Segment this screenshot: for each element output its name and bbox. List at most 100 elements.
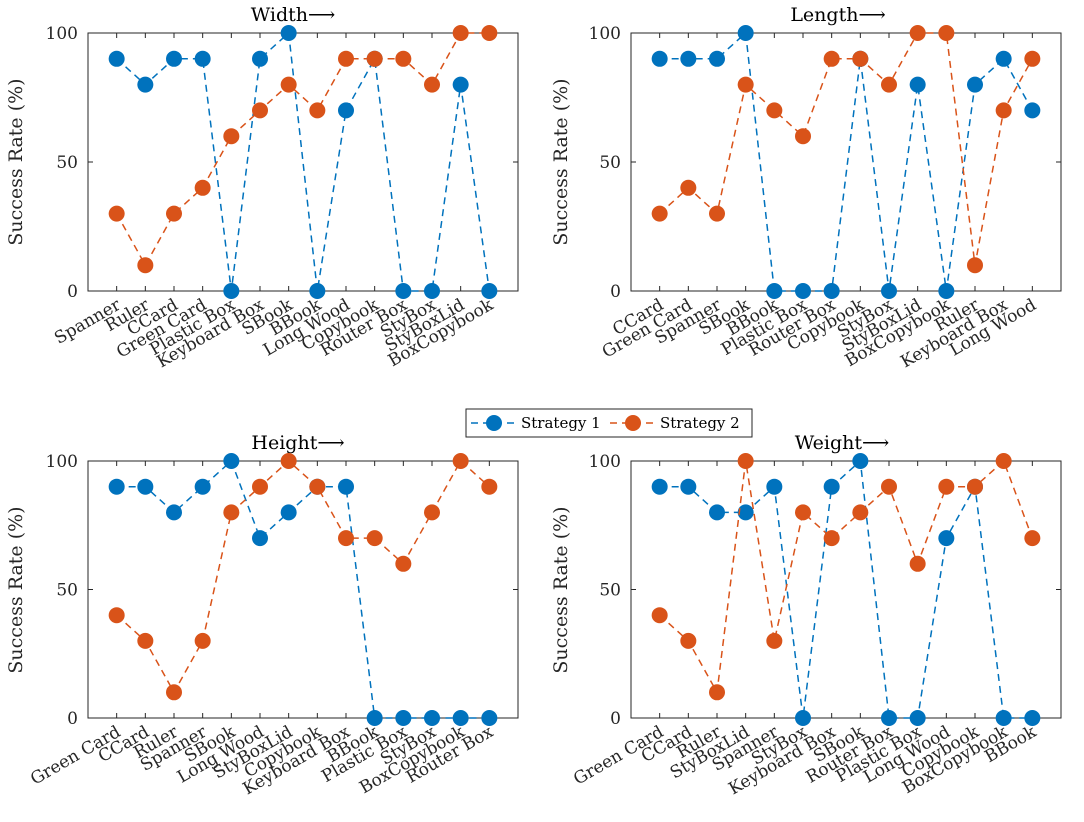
legend-entry-strategy-2[interactable]: Strategy 2 [610,414,740,432]
plot-area-height [87,460,519,719]
data-point-strategy-1-weight-bbook [1024,710,1041,726]
data-point-strategy-2-width-green-card [194,179,211,196]
data-point-strategy-2-height-sbook [223,504,240,521]
y-tick-label-length-100: 100 [589,24,621,44]
data-point-strategy-1-width-keyboard-box [252,50,268,67]
y-tick-label-length-0: 0 [610,282,621,302]
data-point-strategy-2-length-plastic-box [795,128,811,145]
data-point-strategy-2-weight-green-card [651,607,668,624]
data-point-strategy-1-length-boxcopybook [938,283,955,299]
series-strategy-2-weight [651,453,1041,701]
data-point-strategy-2-height-styboxlid [280,453,297,469]
data-point-strategy-1-length-sbook [737,25,754,41]
chart-title-height: Height⟶ [251,432,344,454]
data-point-strategy-1-height-ccard [137,478,154,495]
series-line-strategy-2-height [116,459,490,694]
data-point-strategy-1-length-spanner [709,50,725,67]
legend[interactable]: Strategy 1 Strategy 2 [465,408,753,438]
data-point-strategy-1-weight-stybox [795,710,811,726]
data-point-strategy-1-width-long-wood [338,102,354,119]
y-axis-label-width: Success Rate (%) [5,78,27,245]
data-point-strategy-2-length-sbook [737,76,754,93]
data-point-strategy-2-length-stybox [881,76,897,93]
legend-label-strategy-2: Strategy 2 [660,414,740,432]
data-point-strategy-2-weight-long-wood [938,478,955,495]
series-line-strategy-1-width [116,31,491,292]
data-point-strategy-2-length-keyboard-box [995,102,1012,119]
data-point-strategy-2-height-ruler [166,684,182,701]
data-point-strategy-1-weight-ruler [709,504,725,521]
chart-title-length: Length⟶ [790,4,885,26]
data-point-strategy-1-weight-plastic-box [909,710,926,726]
data-point-strategy-2-height-copybook [309,478,326,495]
legend-label-strategy-1: Strategy 1 [521,414,601,432]
data-point-strategy-1-height-spanner [194,478,211,495]
data-point-strategy-1-width-bbook [309,283,326,299]
y-tick-label-height-50: 50 [56,581,78,601]
data-point-strategy-1-height-stybox [424,710,440,726]
series-line-strategy-1-weight [659,459,1033,719]
data-point-strategy-1-weight-sbook [852,453,869,469]
data-point-strategy-1-weight-keyboard-box [823,478,840,495]
data-point-strategy-2-weight-ruler [709,684,725,701]
data-point-strategy-2-width-plastic-box [223,128,240,145]
data-point-strategy-1-length-ccard [651,50,668,67]
chart-length: Length⟶Success Rate (%)050100CCardGreen … [550,4,1062,372]
y-tick-label-weight-0: 0 [610,709,621,729]
data-point-strategy-1-weight-green-card [651,478,668,495]
data-point-strategy-2-length-router-box [823,50,840,67]
plot-area-length [630,32,1062,292]
data-point-strategy-1-width-sbook [280,25,297,41]
chart-panels: Width⟶Success Rate (%)050100SpannerRuler… [5,4,1062,799]
data-point-strategy-2-length-ccard [651,205,668,222]
data-point-strategy-2-length-green-card [680,179,697,196]
y-tick-label-width-50: 50 [56,153,78,173]
data-point-strategy-1-length-router-box [823,283,840,299]
data-point-strategy-2-height-stybox [424,504,440,521]
data-point-strategy-2-width-spanner [108,205,125,222]
data-point-strategy-1-length-styboxlid [909,76,926,93]
y-tick-label-weight-100: 100 [589,452,621,472]
data-point-strategy-1-weight-styboxlid [737,504,754,521]
series-line-strategy-2-width [116,32,490,267]
data-point-strategy-1-weight-spanner [766,478,783,495]
data-point-strategy-2-length-styboxlid [909,25,926,41]
data-point-strategy-2-weight-bbook [1024,530,1041,547]
data-point-strategy-1-width-styboxlid [452,76,469,93]
data-point-strategy-1-width-plastic-box [223,283,240,299]
data-point-strategy-2-width-styboxlid [452,25,469,41]
data-point-strategy-2-weight-stybox [795,504,811,521]
data-point-strategy-2-height-router-box [481,478,498,495]
data-point-strategy-1-width-router-box [395,283,412,299]
y-axis-label-height: Success Rate (%) [5,506,27,673]
data-point-strategy-1-weight-router-box [881,710,897,726]
plot-area-weight [630,460,1062,719]
data-point-strategy-2-weight-spanner [766,632,783,649]
data-point-strategy-2-length-boxcopybook [938,25,955,41]
data-point-strategy-1-height-styboxlid [280,504,297,521]
data-point-strategy-2-length-bbook [766,102,783,119]
y-tick-label-height-100: 100 [46,452,78,472]
data-point-strategy-2-width-stybox [424,76,440,93]
data-point-strategy-2-weight-plastic-box [909,555,926,572]
data-point-strategy-2-weight-keyboard-box [823,530,840,547]
y-axis-label-length: Success Rate (%) [550,78,572,245]
data-point-strategy-2-length-spanner [709,205,725,222]
data-point-strategy-1-height-long-wood [252,530,268,547]
data-point-strategy-1-width-boxcopybook [481,283,498,299]
legend-entry-strategy-1[interactable]: Strategy 1 [471,414,601,432]
legend-marker-strategy-2 [625,415,641,431]
series-strategy-1-length [651,25,1041,299]
data-point-strategy-1-width-ruler [137,76,154,93]
data-point-strategy-2-weight-ccard [680,632,697,649]
data-point-strategy-1-length-stybox [881,283,897,299]
series-line-strategy-2-length [659,32,1033,266]
data-point-strategy-1-length-bbook [766,283,783,299]
data-point-strategy-2-height-bbook [366,530,383,547]
data-point-strategy-2-width-ccard [166,205,182,222]
data-point-strategy-1-height-keyboard-box [338,478,354,495]
data-point-strategy-1-width-stybox [424,283,440,299]
series-strategy-1-width [108,25,498,299]
y-tick-label-width-100: 100 [46,24,78,44]
y-tick-label-length-50: 50 [599,153,621,173]
